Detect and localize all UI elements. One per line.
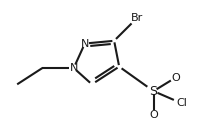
Text: O: O [171, 72, 180, 83]
Text: Cl: Cl [176, 98, 187, 108]
Text: N: N [69, 63, 78, 73]
Text: N: N [81, 38, 89, 49]
Text: O: O [149, 110, 158, 120]
Text: S: S [149, 85, 158, 98]
Text: Br: Br [131, 13, 143, 23]
